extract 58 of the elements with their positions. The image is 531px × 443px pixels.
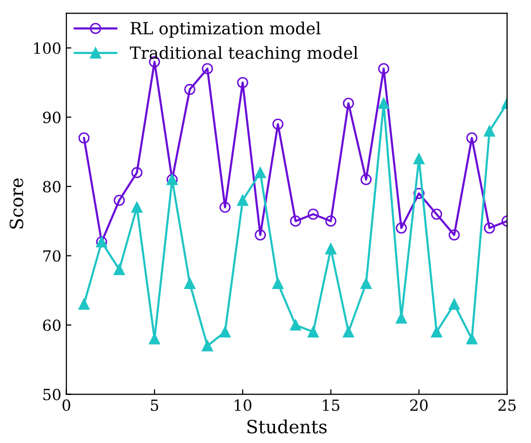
y-tick-label: 60: [43, 319, 60, 332]
point: [290, 319, 302, 331]
point: [202, 340, 213, 352]
x-tick-label: 0: [62, 399, 70, 411]
point: [466, 132, 478, 144]
y-tick-label: 80: [43, 180, 60, 192]
point: [484, 125, 496, 137]
point: [431, 208, 442, 220]
x-axis-title: Students: [247, 419, 327, 434]
y-tick-label: 50: [43, 388, 60, 400]
x-tick-label: 25: [498, 399, 516, 411]
x-tick-label: 20: [410, 399, 428, 411]
point: [448, 229, 460, 241]
x-tick-label: 15: [322, 399, 340, 411]
point: [466, 333, 478, 344]
point: [254, 167, 266, 178]
point: [78, 298, 90, 310]
point: [237, 77, 248, 88]
point: [131, 202, 142, 213]
point: [202, 63, 213, 74]
point: [184, 84, 196, 96]
point: [342, 98, 354, 109]
legend-label: RL optimization model: [130, 22, 321, 38]
point: [131, 167, 142, 178]
y-tick-label: 90: [43, 112, 60, 124]
point: [290, 216, 302, 227]
point: [396, 222, 407, 234]
point: [360, 174, 372, 186]
point: [237, 194, 248, 206]
point: [413, 153, 425, 164]
point: [308, 326, 319, 338]
x-tick-label: 5: [150, 400, 158, 411]
point: [272, 118, 284, 130]
point: [378, 98, 390, 109]
point: [378, 63, 390, 74]
y-tick-label: 70: [43, 250, 60, 262]
point: [114, 194, 125, 206]
point: [184, 278, 196, 289]
point: [325, 243, 336, 254]
point: [342, 326, 354, 338]
y-tick-label: 100: [34, 42, 60, 54]
point: [360, 278, 372, 289]
x-tick-label: 10: [234, 399, 252, 411]
y-axis-title: Score: [10, 178, 24, 229]
point: [448, 298, 460, 310]
point: [78, 132, 90, 144]
point: [219, 202, 231, 213]
point: [219, 326, 231, 338]
point: [396, 312, 407, 324]
point: [325, 216, 336, 227]
legend-label: Traditional teaching model: [130, 46, 358, 62]
point: [484, 222, 496, 234]
point: [272, 278, 284, 289]
point: [254, 229, 266, 241]
point: [413, 188, 425, 199]
point: [114, 264, 125, 276]
point: [431, 326, 442, 338]
point: [308, 208, 319, 220]
